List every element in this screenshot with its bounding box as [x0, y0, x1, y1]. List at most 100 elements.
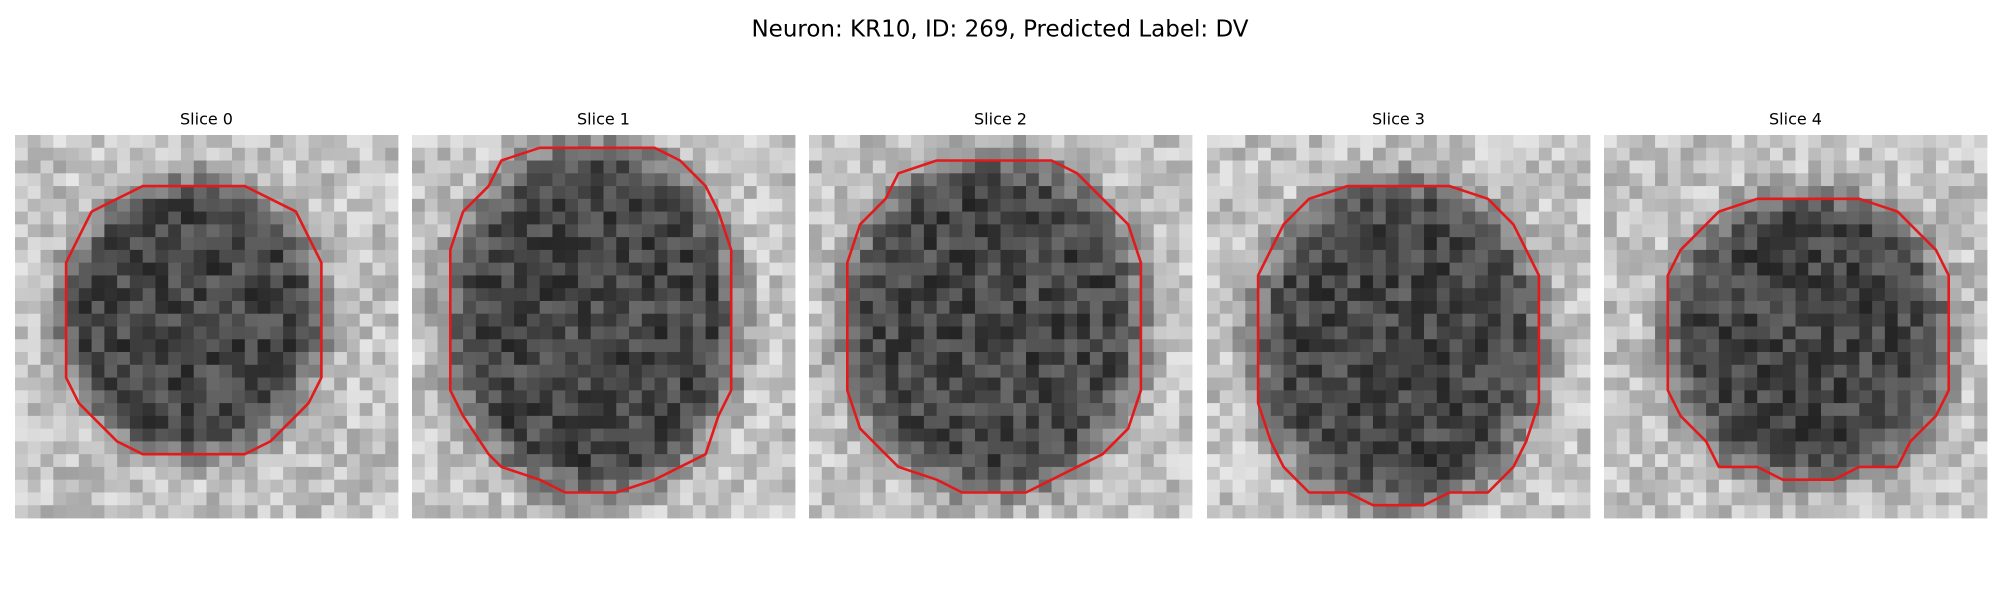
- pixel: [295, 466, 310, 481]
- pixel: [424, 224, 438, 238]
- pixel: [40, 198, 54, 212]
- pixel: [180, 326, 195, 340]
- pixel: [219, 173, 233, 187]
- pixel: [1372, 300, 1387, 315]
- pixel: [603, 186, 617, 200]
- pixel: [1321, 339, 1336, 353]
- pixel: [1655, 428, 1669, 442]
- pixel: [1961, 147, 1975, 161]
- pixel: [1258, 275, 1272, 289]
- pixel: [1795, 454, 1809, 468]
- pixel: [834, 352, 848, 366]
- pixel: [641, 160, 655, 174]
- pixel: [1475, 198, 1489, 212]
- figure-title: Neuron: KR10, ID: 269, Predicted Label: …: [751, 17, 1248, 43]
- pixel: [1744, 160, 1758, 174]
- pixel: [860, 288, 874, 302]
- pixel: [1808, 198, 1822, 212]
- pixel: [412, 288, 426, 302]
- pixel: [692, 339, 707, 353]
- pixel: [1655, 198, 1669, 212]
- pixel: [321, 479, 335, 493]
- pixel: [1089, 505, 1104, 519]
- pixel: [1219, 352, 1233, 366]
- pixel: [91, 390, 105, 404]
- pixel: [911, 441, 925, 455]
- pixel: [987, 300, 1001, 315]
- pixel: [731, 313, 745, 327]
- pixel: [232, 275, 246, 289]
- pixel: [1245, 326, 1259, 340]
- pixel: [1642, 262, 1656, 276]
- pixel: [1385, 262, 1399, 276]
- pixel: [949, 173, 963, 187]
- pixel: [1629, 198, 1643, 212]
- pixel: [1731, 339, 1745, 353]
- pixel: [1166, 441, 1180, 455]
- pixel: [78, 454, 92, 468]
- pixel: [206, 300, 220, 315]
- pixel: [129, 211, 144, 225]
- pixel: [1153, 173, 1167, 187]
- pixel: [463, 313, 477, 327]
- pixel: [1347, 454, 1361, 468]
- pixel: [769, 262, 783, 276]
- pixel: [1884, 135, 1899, 149]
- pixel: [1948, 479, 1962, 493]
- pixel: [475, 147, 489, 161]
- pixel: [244, 211, 258, 225]
- pixel: [1859, 262, 1873, 276]
- pixel: [206, 352, 220, 366]
- pixel: [782, 377, 796, 391]
- pixel: [53, 377, 67, 391]
- pixel: [1795, 224, 1809, 238]
- pixel: [654, 441, 668, 455]
- pixel: [1245, 403, 1259, 417]
- pixel: [1475, 237, 1489, 251]
- pixel: [718, 262, 732, 276]
- pixel: [1616, 415, 1630, 430]
- pixel: [1179, 313, 1193, 327]
- pixel: [321, 211, 335, 225]
- pixel: [539, 147, 553, 161]
- pixel: [1207, 352, 1221, 366]
- pixel: [1693, 505, 1707, 519]
- pixel: [412, 492, 426, 506]
- pixel: [359, 466, 373, 481]
- pixel: [412, 275, 426, 289]
- pixel: [1769, 454, 1784, 468]
- pixel: [1629, 428, 1643, 442]
- pixel: [1655, 288, 1669, 302]
- pixel: [1872, 237, 1886, 251]
- pixel: [936, 441, 950, 455]
- pixel: [629, 288, 643, 302]
- pixel: [1219, 275, 1233, 289]
- pixel: [1372, 377, 1387, 391]
- pixel: [1910, 466, 1924, 481]
- pixel: [1449, 505, 1463, 519]
- pixel: [1513, 415, 1527, 430]
- pixel: [872, 160, 886, 174]
- pixel: [1769, 173, 1784, 187]
- pixel: [244, 326, 258, 340]
- pixel: [15, 288, 29, 302]
- pixel: [1283, 339, 1297, 353]
- pixel: [1897, 505, 1911, 519]
- pixel: [514, 377, 528, 391]
- pixel: [1462, 275, 1476, 289]
- pixel: [629, 160, 643, 174]
- pixel: [1808, 237, 1822, 251]
- pixel: [616, 313, 630, 327]
- pixel: [450, 288, 464, 302]
- pixel: [372, 288, 386, 302]
- pixel: [1051, 211, 1065, 225]
- pixel: [667, 415, 681, 430]
- pixel: [1910, 275, 1924, 289]
- pixel: [104, 377, 118, 391]
- pixel: [27, 262, 41, 276]
- pixel: [1821, 377, 1835, 391]
- pixel: [385, 186, 399, 200]
- pixel: [1424, 211, 1438, 225]
- pixel: [1577, 441, 1591, 455]
- pixel: [1961, 492, 1975, 506]
